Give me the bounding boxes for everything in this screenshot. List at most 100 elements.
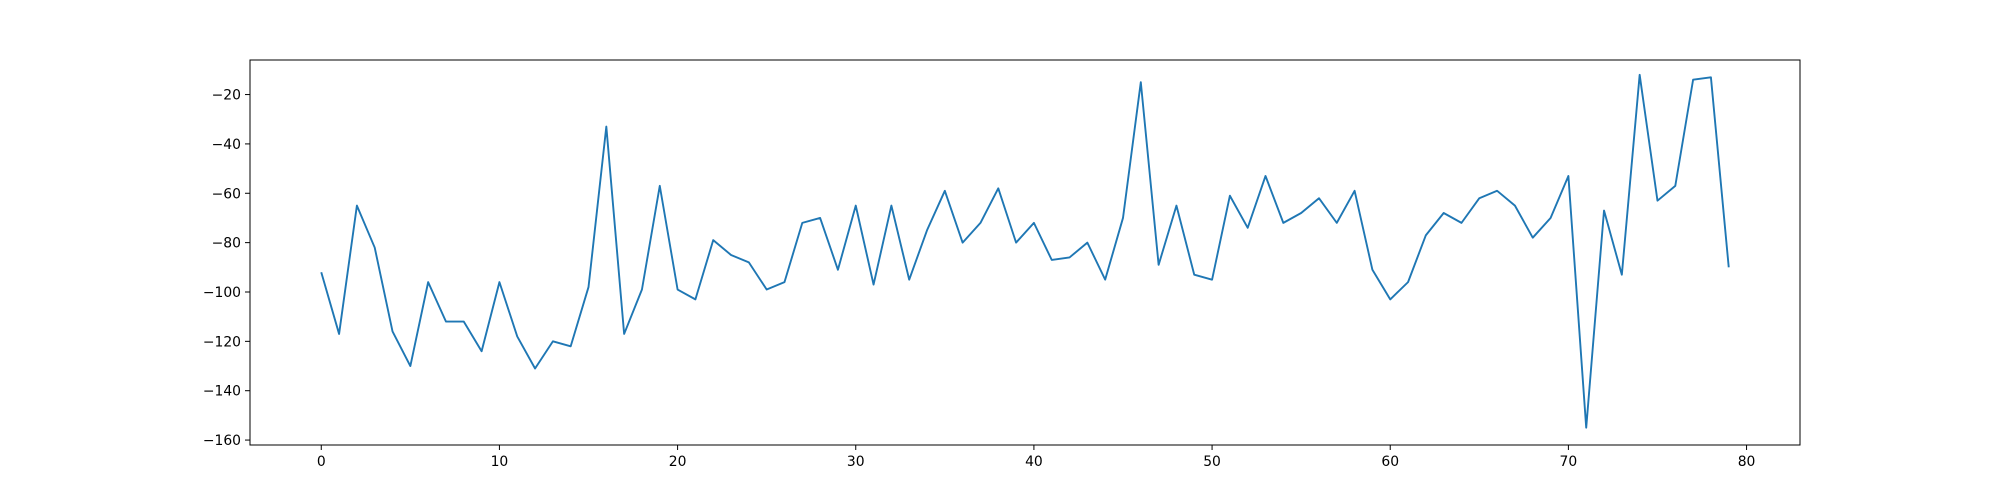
y-tick-label: −120: [203, 334, 241, 350]
data-point: [677, 289, 679, 291]
data-point: [1639, 74, 1641, 76]
data-point: [766, 289, 768, 291]
data-point: [1585, 427, 1587, 429]
data-point: [1710, 76, 1712, 78]
x-tick-label: 70: [1560, 454, 1578, 470]
data-point: [1443, 212, 1445, 214]
data-point: [908, 279, 910, 281]
x-tick-label: 10: [491, 454, 509, 470]
data-point: [712, 239, 714, 241]
data-point: [694, 298, 696, 300]
data-point: [1728, 266, 1730, 268]
data-point: [1140, 81, 1142, 83]
y-tick-label: −160: [203, 433, 241, 449]
y-axis: −20 −40 −60 −80 −100 −120 −140 −160: [203, 88, 250, 449]
data-point: [1122, 217, 1124, 219]
data-point: [1621, 274, 1623, 276]
data-point: [819, 217, 821, 219]
data-point: [1656, 200, 1658, 202]
data-point: [445, 321, 447, 323]
data-point: [1550, 217, 1552, 219]
data-point: [997, 187, 999, 189]
data-point: [962, 242, 964, 244]
series-layer: [320, 73, 1730, 429]
y-tick-label: −40: [212, 137, 241, 153]
data-point: [605, 126, 607, 128]
data-point: [1033, 222, 1035, 224]
x-tick-label: 80: [1738, 454, 1756, 470]
data-point: [873, 284, 875, 286]
data-point: [1514, 205, 1516, 207]
data-point: [1015, 242, 1017, 244]
data-point: [1425, 234, 1427, 236]
plot-frame: [249, 59, 1801, 446]
x-tick-label: 20: [669, 454, 687, 470]
data-point: [944, 190, 946, 192]
data-point: [1389, 298, 1391, 300]
data-point: [1496, 190, 1498, 192]
y-tick-label: −60: [212, 186, 241, 202]
data-point: [801, 222, 803, 224]
data-point: [1603, 210, 1605, 212]
data-point: [783, 281, 785, 283]
data-point: [659, 185, 661, 187]
data-point: [1300, 212, 1302, 214]
data-point: [498, 281, 500, 283]
data-point: [623, 333, 625, 335]
data-point: [1567, 175, 1569, 177]
data-point: [837, 269, 839, 271]
data-point: [1229, 195, 1231, 197]
data-point: [463, 321, 465, 323]
data-point: [1354, 190, 1356, 192]
data-point: [926, 229, 928, 231]
data-point: [1336, 222, 1338, 224]
data-point: [1371, 269, 1373, 271]
x-tick-label: 0: [317, 454, 326, 470]
x-tick-label: 50: [1203, 454, 1221, 470]
data-point: [1051, 259, 1053, 261]
data-point: [1478, 197, 1480, 199]
data-point: [570, 345, 572, 347]
data-point: [1460, 222, 1462, 224]
data-point: [979, 222, 981, 224]
data-point: [1069, 256, 1071, 258]
x-tick-label: 60: [1381, 454, 1399, 470]
data-point: [320, 271, 322, 273]
data-point: [1282, 222, 1284, 224]
data-point: [409, 365, 411, 367]
data-point: [1247, 227, 1249, 229]
data-point: [338, 333, 340, 335]
data-point: [730, 254, 732, 256]
data-point: [1193, 274, 1195, 276]
x-tick-label: 40: [1025, 454, 1043, 470]
y-tick-label: −80: [212, 236, 241, 252]
data-point: [1532, 237, 1534, 239]
y-tick-label: −140: [203, 384, 241, 400]
data-point: [641, 289, 643, 291]
data-point: [748, 261, 750, 263]
series-line-0: [320, 73, 1730, 429]
x-axis: 0 10 20 30 40 50 60 70 80: [317, 445, 1756, 470]
data-point: [1175, 205, 1177, 207]
data-point: [1158, 264, 1160, 266]
data-point: [552, 340, 554, 342]
data-point: [356, 205, 358, 207]
data-point: [1086, 242, 1088, 244]
data-point: [516, 335, 518, 337]
data-point: [1104, 279, 1106, 281]
data-point: [427, 281, 429, 283]
data-point: [1674, 185, 1676, 187]
data-point: [1318, 197, 1320, 199]
x-tick-label: 30: [847, 454, 865, 470]
data-point: [1407, 281, 1409, 283]
data-point: [392, 330, 394, 332]
data-point: [1692, 79, 1694, 81]
data-point: [481, 350, 483, 352]
data-point: [374, 247, 376, 249]
data-point: [855, 205, 857, 207]
data-point: [1265, 175, 1267, 177]
data-point: [534, 367, 536, 369]
y-tick-label: −20: [212, 88, 241, 104]
